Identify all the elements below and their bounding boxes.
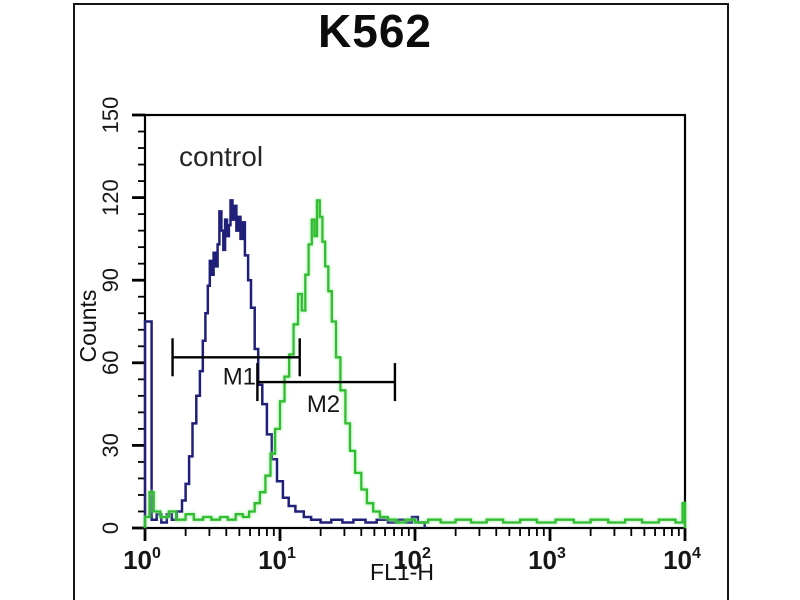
y-tick-label: 60 xyxy=(98,351,123,375)
x-axis-label: FL1-H xyxy=(370,559,434,585)
x-tick-label: 102 xyxy=(393,545,431,575)
x-tick-label: 100 xyxy=(123,545,161,575)
plot-frame xyxy=(143,113,687,530)
y-axis-ticks: 0 30 60 90 120 150 xyxy=(98,97,145,534)
x-tick-label: 101 xyxy=(258,545,296,575)
navy-control-histogram xyxy=(143,199,426,528)
y-tick-label: 150 xyxy=(98,97,123,134)
chart-title: K562 xyxy=(318,5,432,57)
x-tick-label: 104 xyxy=(663,545,701,575)
green-stained-histogram xyxy=(143,199,687,528)
x-tick-label: 103 xyxy=(528,545,566,575)
marker-label-m1: M1 xyxy=(223,364,256,391)
y-tick-label: 30 xyxy=(98,433,123,457)
x-axis-ticks: 100 101 102 103 104 xyxy=(123,528,701,575)
marker-m1: M1 xyxy=(171,338,301,391)
y-tick-label: 90 xyxy=(98,268,123,292)
marker-label-m2: M2 xyxy=(307,391,340,418)
y-tick-label: 120 xyxy=(98,179,123,216)
control-annotation: control xyxy=(179,141,264,172)
figure-border xyxy=(73,3,729,600)
marker-m2: M2 xyxy=(256,363,397,418)
y-tick-label: 0 xyxy=(98,522,123,534)
